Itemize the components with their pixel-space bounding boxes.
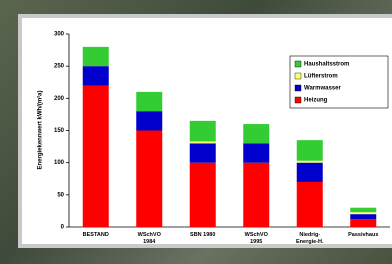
- bar-segment: [350, 208, 376, 213]
- bar-segment: [243, 163, 269, 227]
- y-tick-label: 100: [54, 160, 65, 166]
- y-tick-label: 300: [54, 32, 65, 38]
- bar-segment: [297, 163, 323, 182]
- x-tick-label: SBN 1980: [178, 232, 228, 239]
- bar-segment: [136, 131, 162, 228]
- y-tick-label: 50: [57, 192, 64, 198]
- y-tick-label: 150: [54, 128, 65, 134]
- bar-segment: [136, 111, 162, 130]
- x-tick-label: Passivhaus: [338, 232, 388, 239]
- screenshot: Energiekennwert kWh/(m²a) 05010015020025…: [0, 0, 392, 264]
- y-axis-label: Energiekennwert kWh/(m²a): [37, 90, 44, 169]
- bar-segment: [83, 85, 109, 227]
- legend-label: Haushaltsstrom: [304, 62, 349, 68]
- x-tick-label: WSchVO 1984: [124, 232, 174, 246]
- bar-segment: [350, 212, 376, 214]
- x-tick-label: BESTAND: [71, 232, 121, 239]
- y-tick-label: 250: [54, 64, 65, 70]
- x-tick-label: Niedrig- Energie-H.: [285, 232, 335, 246]
- bar-segment: [297, 140, 323, 161]
- y-tick-label: 200: [54, 96, 65, 102]
- bar-segment: [350, 219, 376, 227]
- legend-swatch: [295, 97, 301, 103]
- bar-segment: [243, 124, 269, 143]
- x-tick-label: WSchVO 1995: [231, 232, 281, 246]
- legend-label: Heizung: [304, 98, 328, 104]
- bar-segment: [297, 182, 323, 227]
- bar-segment: [190, 163, 216, 227]
- bar-segment: [297, 161, 323, 163]
- chart: Energiekennwert kWh/(m²a) 05010015020025…: [0, 0, 392, 264]
- legend-swatch: [295, 61, 301, 67]
- bar-segment: [190, 141, 216, 143]
- bar-segment: [83, 47, 109, 66]
- legend-label: Lüfterstrom: [304, 74, 338, 80]
- legend-swatch: [295, 73, 301, 79]
- legend-swatch: [295, 85, 301, 91]
- bar-segment: [350, 214, 376, 219]
- bar-segment: [136, 92, 162, 111]
- bar-segment: [190, 121, 216, 142]
- legend-label: Warmwasser: [304, 86, 341, 92]
- bar-segment: [190, 143, 216, 162]
- bar-segment: [83, 66, 109, 85]
- bar-segment: [243, 143, 269, 162]
